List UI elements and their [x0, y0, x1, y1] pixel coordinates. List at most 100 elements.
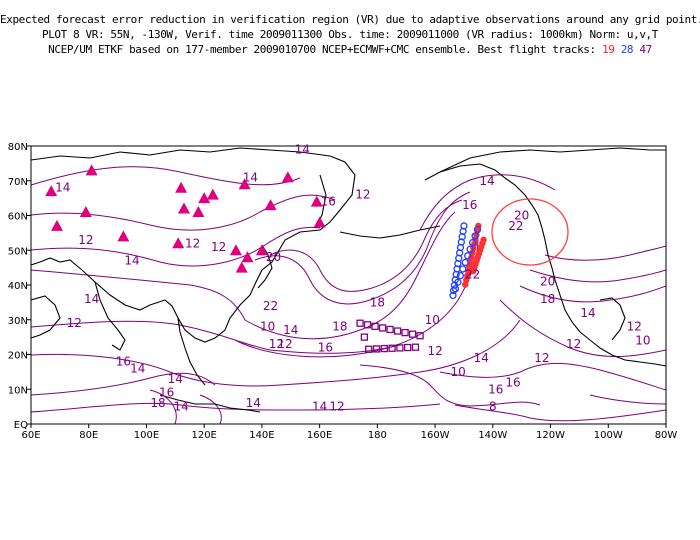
- contour-line: [589, 394, 666, 405]
- track-28-point: [459, 265, 467, 273]
- contour-label: 16: [488, 382, 503, 396]
- contour-label: 12: [67, 316, 82, 330]
- lon-tick-label: 60E: [21, 430, 40, 441]
- arabia-coast: [31, 295, 61, 339]
- contour-label: 20: [540, 275, 555, 289]
- contour-label: 14: [130, 361, 145, 375]
- lon-tick-label: 160W: [421, 430, 450, 441]
- contour-label: 16: [505, 375, 520, 389]
- contour-label: 14: [474, 351, 489, 365]
- contour-label: 12: [427, 344, 442, 358]
- lat-tick-label: 20N: [8, 351, 28, 362]
- contour-label: 10: [260, 320, 275, 334]
- contour-label: 12: [534, 351, 549, 365]
- contour-line: [199, 394, 222, 424]
- contour-label: 14: [580, 306, 595, 320]
- track-28-point: [464, 252, 472, 260]
- contour-label: 12: [211, 240, 226, 254]
- contour-line: [31, 226, 321, 267]
- observation-site-triangle: [310, 195, 323, 207]
- track-28-point: [473, 225, 482, 234]
- lat-tick-label: 10N: [8, 385, 28, 396]
- contour-label: 14: [55, 181, 70, 195]
- track-47-point: [408, 330, 417, 338]
- track-28-point: [454, 278, 462, 286]
- track-28-point: [461, 258, 469, 267]
- track-47-point: [388, 344, 396, 352]
- contour-label: 14: [124, 254, 139, 268]
- observation-site-triangle: [198, 192, 211, 204]
- contour-line: [544, 245, 666, 261]
- contour-label: 16: [116, 354, 131, 368]
- alaska-coast: [424, 163, 666, 367]
- contour-label: 20: [266, 250, 281, 264]
- verification-region-circle: [491, 198, 569, 266]
- lon-tick-label: 120W: [536, 430, 565, 441]
- contour-line: [519, 285, 666, 303]
- lon-axis: 60E 80E 100E 120E 140E 160E 180 160W 140W 120W 100…: [21, 424, 677, 441]
- observation-site-triangle: [235, 261, 248, 273]
- contour-label: 18: [332, 320, 347, 334]
- lat-tick-label: 50N: [8, 246, 28, 257]
- contour-label: 16: [321, 195, 336, 209]
- contour-label: 8: [489, 400, 497, 414]
- contour-label: 14: [283, 323, 298, 337]
- track-47-point: [363, 321, 372, 329]
- observation-sites: [45, 164, 326, 273]
- lat-tick-label: EQ: [14, 420, 28, 431]
- observation-site-triangle: [85, 164, 98, 176]
- asia-coast: [31, 147, 356, 343]
- flight-track-19: [462, 222, 487, 288]
- flight-track-28: [449, 222, 482, 300]
- lon-tick-label: 140E: [249, 430, 274, 441]
- verification-region-label: 22: [508, 219, 523, 233]
- track-28-point: [466, 245, 474, 253]
- contour-label: 10: [635, 334, 650, 348]
- track-28-point: [468, 238, 477, 247]
- observation-site-triangle: [206, 188, 219, 200]
- track-47-point: [372, 345, 381, 353]
- track-19-point: [462, 281, 469, 288]
- india-coast: [94, 281, 126, 351]
- contour-label: 12: [329, 400, 344, 414]
- observation-site-triangle: [79, 206, 92, 218]
- contour-line: [31, 269, 246, 321]
- contour-label: 14: [84, 292, 99, 306]
- se-asia-coast: [177, 317, 206, 386]
- track-47-point: [393, 327, 402, 335]
- plot-title: Expected forecast error reduction in ver…: [0, 12, 700, 57]
- flight-track-47: [356, 319, 424, 353]
- map-frame: [30, 145, 667, 425]
- track-28-label: 28: [620, 43, 634, 56]
- track-47-point: [416, 332, 424, 340]
- contour-line: [31, 402, 441, 413]
- contour-label: 18: [370, 295, 385, 309]
- observation-site-triangle: [175, 181, 188, 193]
- north-america-coast: [439, 147, 666, 173]
- contour-label: 14: [246, 396, 261, 410]
- contour-label: 12: [566, 337, 581, 351]
- contour-line: [499, 299, 666, 357]
- contour-label: 12: [78, 233, 93, 247]
- title-line-2: PLOT 8 VR: 55N, -130W, Verif. time 20090…: [41, 28, 659, 41]
- indonesia-coast: [159, 394, 261, 413]
- lon-tick-label: 180: [368, 430, 387, 441]
- lon-tick-label: 100W: [594, 430, 623, 441]
- contour-label: 22: [465, 268, 480, 282]
- track-28-point: [449, 286, 458, 295]
- contour-label: 12: [269, 337, 284, 351]
- track-47-point: [401, 328, 409, 337]
- observation-site-triangle: [50, 219, 63, 231]
- track-19-point: [480, 236, 487, 244]
- title-line-1: Expected forecast error reduction in ver…: [0, 13, 700, 26]
- observation-site-triangle: [255, 244, 268, 256]
- title-line-3: NCEP/UM ETKF based on 177-member 2009010…: [0, 42, 700, 57]
- lat-tick-label: 70N: [8, 177, 28, 188]
- contour-line: [31, 166, 301, 186]
- contour-label: 12: [277, 337, 292, 351]
- lat-tick-label: 30N: [8, 316, 28, 327]
- gulf-coast: [599, 297, 626, 341]
- observation-site-triangle: [238, 178, 251, 190]
